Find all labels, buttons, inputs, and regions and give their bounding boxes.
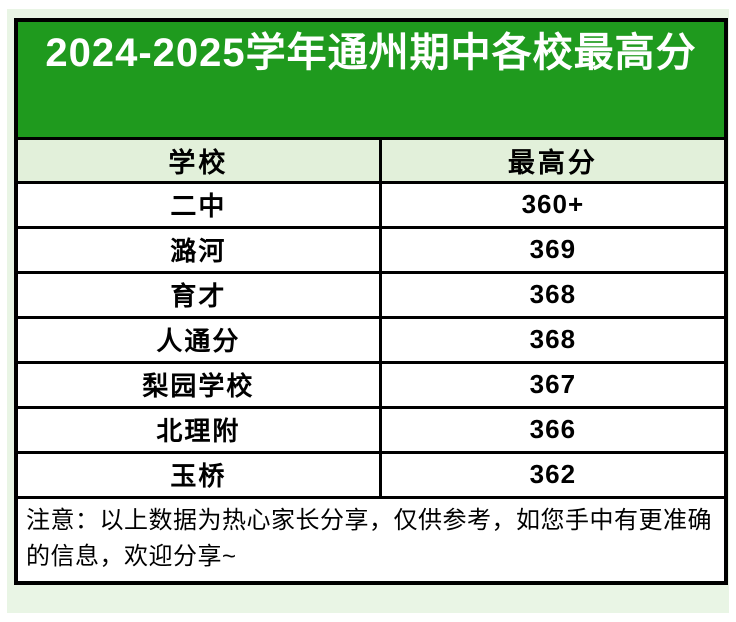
note-row: 注意：以上数据为热心家长分享，仅供参考，如您手中有更准确的信息，欢迎分享~ — [14, 495, 728, 584]
page-title: 2024-2025学年通州期中各校最高分 — [14, 18, 728, 140]
score-cell: 360+ — [378, 180, 728, 229]
score-cell: 362 — [378, 450, 728, 499]
school-cell: 潞河 — [14, 225, 382, 274]
school-cell: 育才 — [14, 270, 382, 319]
score-cell: 368 — [378, 270, 728, 319]
score-cell: 368 — [378, 315, 728, 364]
school-cell: 二中 — [14, 180, 382, 229]
column-header-score: 最高分 — [378, 136, 728, 184]
title-row: 2024-2025学年通州期中各校最高分 — [14, 18, 728, 140]
table-body: 二中 360+ 潞河 369 育才 368 人通分 368 梨园学校 367 北理附 366 玉桥 362 — [14, 180, 728, 499]
table-row: 潞河 369 — [14, 225, 728, 274]
score-table: 2024-2025学年通州期中各校最高分 学校 最高分 二中 360+ 潞河 369 育… — [14, 18, 728, 585]
table-row: 二中 360+ — [14, 180, 728, 229]
note-text: 注意：以上数据为热心家长分享，仅供参考，如您手中有更准确的信息，欢迎分享~ — [14, 495, 728, 584]
score-cell: 366 — [378, 405, 728, 454]
score-cell: 369 — [378, 225, 728, 274]
school-cell: 北理附 — [14, 405, 382, 454]
table-row: 人通分 368 — [14, 315, 728, 364]
score-cell: 367 — [378, 360, 728, 409]
school-cell: 人通分 — [14, 315, 382, 364]
column-header-row: 学校 最高分 — [14, 136, 728, 184]
school-cell: 梨园学校 — [14, 360, 382, 409]
school-cell: 玉桥 — [14, 450, 382, 499]
table-row: 玉桥 362 — [14, 450, 728, 499]
table-row: 育才 368 — [14, 270, 728, 319]
table-row: 北理附 366 — [14, 405, 728, 454]
column-header-school: 学校 — [14, 136, 382, 184]
table-row: 梨园学校 367 — [14, 360, 728, 409]
